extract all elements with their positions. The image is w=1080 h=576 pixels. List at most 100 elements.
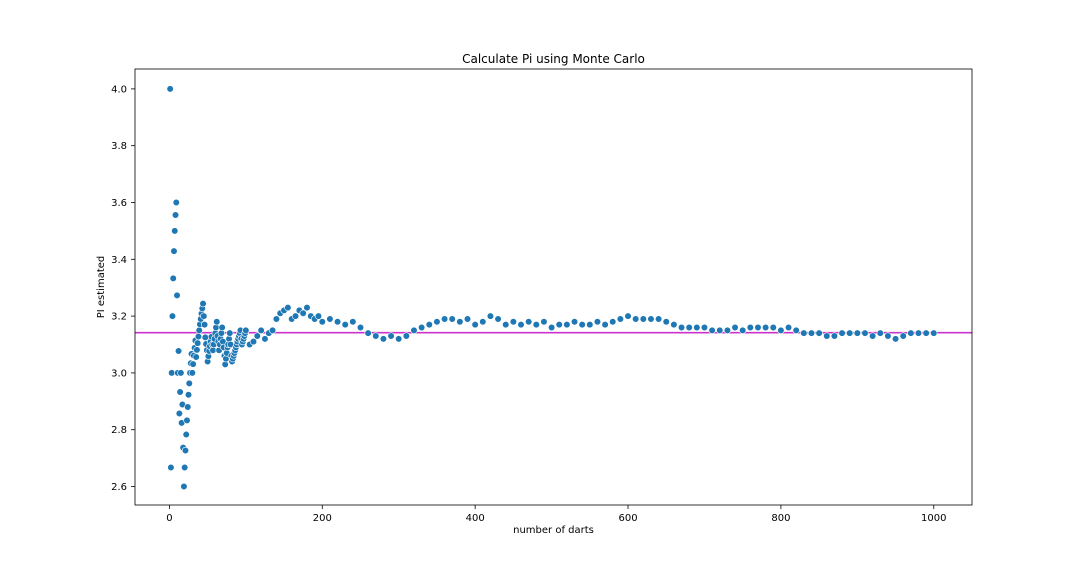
data-point: [188, 369, 196, 377]
data-point: [800, 329, 808, 337]
data-point: [869, 332, 877, 340]
x-tick-label: 1000: [921, 513, 946, 524]
data-point: [685, 323, 693, 332]
data-point: [184, 391, 193, 399]
data-point: [242, 326, 250, 334]
data-point: [578, 321, 586, 329]
data-point: [624, 312, 632, 320]
data-point: [349, 318, 357, 326]
x-tick-label: 400: [466, 513, 485, 524]
data-point: [547, 323, 556, 332]
data-point: [525, 318, 533, 326]
data-point: [463, 315, 472, 323]
data-point: [762, 323, 770, 332]
data-point: [830, 332, 839, 340]
x-axis-title: number of darts: [513, 525, 594, 536]
data-point: [213, 318, 221, 326]
data-point: [807, 329, 816, 337]
data-point: [268, 326, 277, 334]
data-point: [662, 318, 670, 326]
data-point: [395, 335, 403, 343]
data-point: [670, 321, 678, 329]
data-point: [314, 312, 323, 320]
data-point: [891, 335, 900, 343]
data-point: [326, 315, 334, 323]
data-point: [194, 339, 202, 347]
x-tick-label: 800: [771, 513, 790, 524]
data-point: [341, 321, 349, 329]
data-point: [192, 353, 200, 361]
data-point: [182, 430, 190, 439]
data-point: [168, 312, 177, 320]
data-point: [746, 323, 754, 332]
data-point: [494, 315, 502, 323]
data-point: [502, 321, 510, 329]
data-point: [199, 300, 207, 308]
data-point: [272, 315, 281, 323]
data-point: [509, 318, 517, 326]
plot-frame: [134, 68, 973, 506]
data-point: [200, 321, 209, 329]
data-point: [440, 315, 449, 323]
data-point: [716, 326, 724, 334]
data-point: [861, 329, 869, 337]
x-tick-label: 200: [313, 513, 332, 524]
data-point: [356, 323, 365, 332]
data-point: [739, 326, 747, 334]
data-point: [532, 321, 540, 329]
data-point: [170, 247, 178, 255]
data-point: [609, 318, 617, 326]
data-point: [433, 318, 441, 326]
data-point: [731, 323, 739, 332]
chart-title: Calculate Pi using Monte Carlo: [462, 52, 645, 66]
data-point: [189, 360, 197, 368]
data-point: [708, 326, 716, 334]
data-point: [387, 332, 395, 340]
data-point: [723, 326, 732, 334]
data-point: [291, 312, 300, 320]
data-point: [639, 315, 647, 323]
data-point: [249, 338, 258, 346]
y-tick-label: 3.6: [111, 198, 127, 209]
data-point: [884, 332, 892, 340]
data-point: [299, 309, 307, 317]
data-point: [853, 329, 861, 337]
data-point: [169, 274, 177, 282]
data-point: [846, 329, 854, 337]
y-tick-label: 2.8: [111, 425, 127, 436]
data-point: [176, 388, 184, 396]
data-point: [184, 403, 192, 411]
data-point: [784, 323, 793, 332]
data-point: [632, 315, 640, 323]
data-point: [479, 318, 487, 326]
data-point: [815, 329, 823, 337]
y-tick-label: 3.2: [111, 312, 127, 323]
data-point: [171, 211, 180, 219]
data-point: [253, 332, 261, 340]
y-axis-title: PI estimated: [96, 256, 107, 319]
data-point: [194, 332, 203, 341]
data-point: [647, 315, 655, 323]
data-point: [570, 318, 579, 326]
data-point: [922, 329, 930, 337]
data-point: [333, 318, 342, 326]
data-point: [372, 332, 380, 340]
data-point: [180, 482, 188, 491]
data-point: [173, 291, 181, 299]
data-point: [181, 446, 190, 455]
data-point: [586, 321, 594, 329]
x-axis: 0 200 400 600 800 1000: [166, 505, 947, 524]
plot-area: [135, 85, 972, 491]
data-point: [364, 329, 372, 337]
data-point: [168, 369, 176, 377]
data-point: [172, 198, 180, 207]
data-point: [261, 335, 269, 343]
data-point: [907, 329, 915, 337]
data-point: [402, 332, 410, 340]
data-point: [318, 318, 326, 326]
x-tick-label: 600: [618, 513, 637, 524]
data-point: [471, 321, 479, 329]
y-tick-label: 3.8: [111, 141, 127, 152]
data-point: [448, 315, 456, 323]
